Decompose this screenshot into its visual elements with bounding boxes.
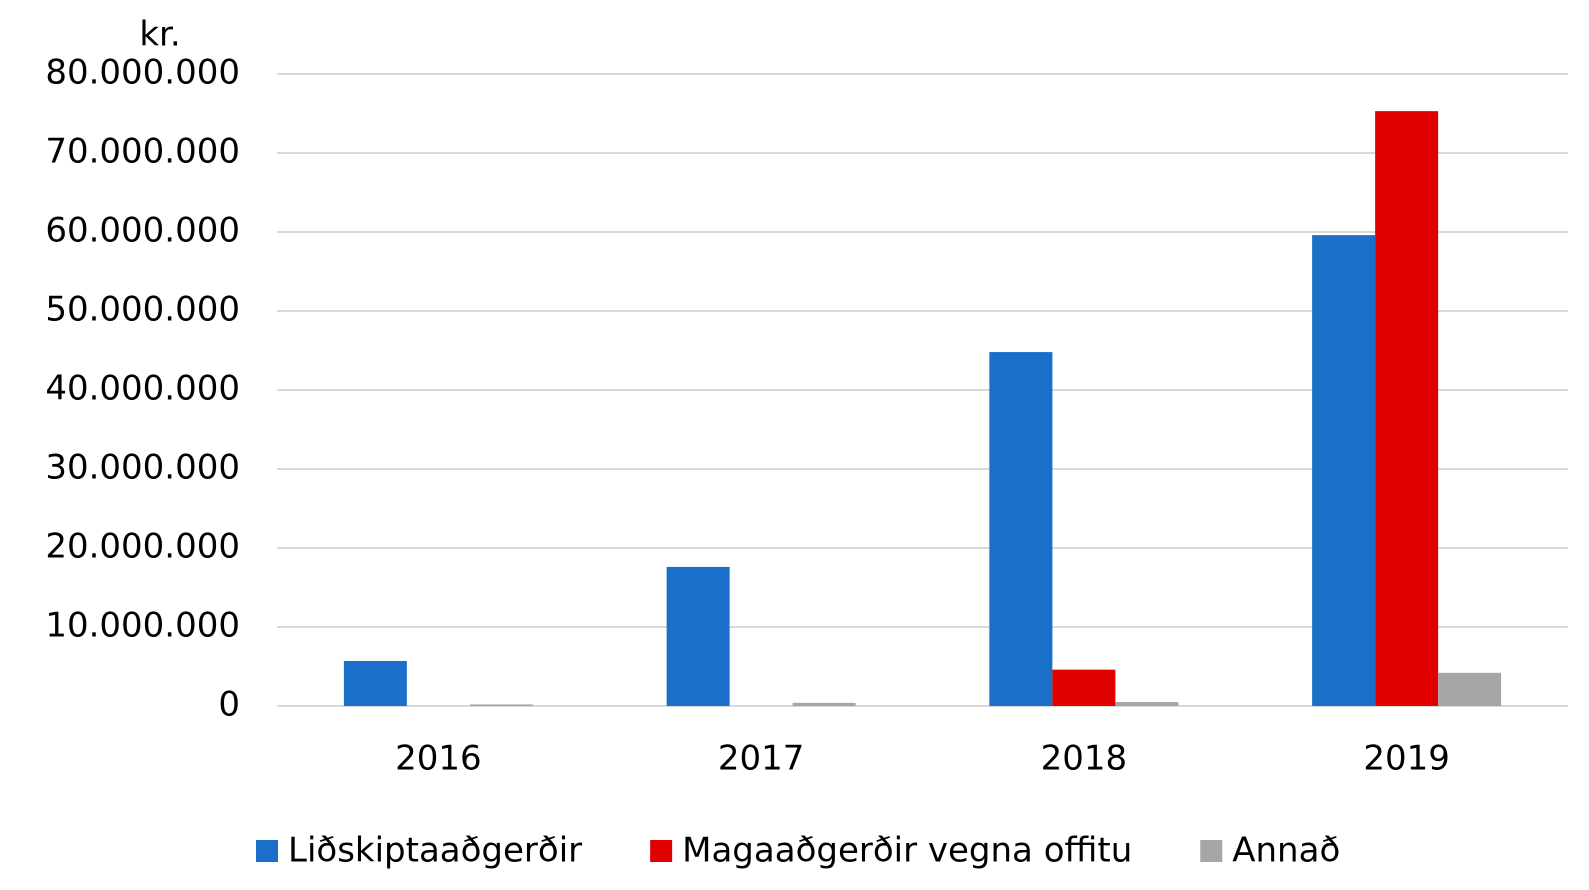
y-tick-label: 60.000.000 [45,211,240,251]
y-tick-label: 70.000.000 [45,132,240,172]
y-tick-label: 0 [218,685,240,725]
legend-label: Annað [1232,831,1340,871]
bar [792,702,856,706]
bar [1375,111,1439,706]
bar [989,352,1053,706]
y-tick-label: 80.000.000 [45,53,240,93]
legend-swatch [1200,840,1223,862]
y-tick-label: 50.000.000 [45,290,240,330]
bar [666,566,730,706]
legend-swatch [256,840,278,862]
x-tick-label: 2016 [395,739,482,779]
bar [1115,702,1179,706]
bar [1312,235,1376,706]
bar [469,704,533,706]
y-tick-label: 30.000.000 [45,448,240,488]
legend-label: Magaaðgerðir vegna offitu [682,831,1132,871]
y-tick-label: 40.000.000 [45,369,240,409]
bar [343,660,407,706]
y-tick-label: 20.000.000 [45,527,240,567]
x-tick-label: 2018 [1041,739,1128,779]
x-tick-label: 2019 [1363,739,1450,779]
y-tick-label: 10.000.000 [45,606,240,646]
x-tick-label: 2017 [718,739,805,779]
bar [1438,672,1502,706]
legend-label: Liðskiptaaðgerðir [288,831,582,871]
bar [1052,669,1116,706]
y-axis-label: kr. [139,15,180,55]
legend-swatch [650,840,673,862]
